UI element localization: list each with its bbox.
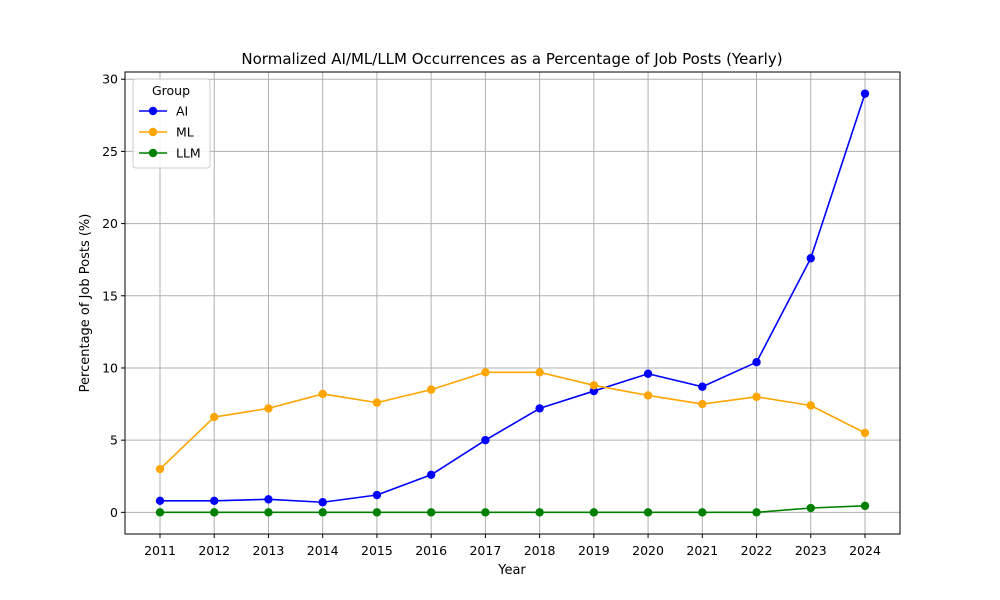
x-tick-label: 2013 xyxy=(253,543,285,558)
data-point-ml xyxy=(426,385,436,394)
series-ai xyxy=(155,89,870,507)
data-point-ai xyxy=(210,496,219,505)
x-tick-label: 2019 xyxy=(578,543,610,558)
grid xyxy=(125,72,900,534)
data-point-ai xyxy=(806,254,815,263)
data-point-ml xyxy=(372,398,382,407)
legend-marker-llm xyxy=(148,148,158,158)
series-line-llm xyxy=(160,505,866,514)
data-point-llm xyxy=(643,508,653,517)
x-tick-label: 2022 xyxy=(741,543,773,558)
data-point-ml xyxy=(535,368,544,377)
data-point-ml xyxy=(318,389,327,399)
data-point-ml xyxy=(210,412,219,422)
data-point-llm xyxy=(860,501,870,511)
x-tick-label: 2012 xyxy=(198,543,230,558)
y-tick-label: 20 xyxy=(102,216,118,231)
legend-label-llm: LLM xyxy=(176,146,201,161)
x-tick-label: 2017 xyxy=(469,543,501,558)
data-point-llm xyxy=(535,508,544,517)
series-layer xyxy=(155,89,870,517)
data-point-ml xyxy=(698,399,707,409)
data-point-ml xyxy=(155,464,165,474)
y-tick-label: 5 xyxy=(110,433,118,448)
data-point-llm xyxy=(318,508,327,517)
data-point-ai xyxy=(643,369,653,378)
data-point-llm xyxy=(806,503,815,513)
y-tick-label: 25 xyxy=(102,144,118,159)
legend-item-ai: AI xyxy=(139,104,188,119)
chart-title: Normalized AI/ML/LLM Occurrences as a Pe… xyxy=(241,50,782,68)
series-line-ai xyxy=(160,93,866,504)
series-llm xyxy=(155,501,870,517)
data-point-llm xyxy=(264,508,273,517)
y-tick-label: 15 xyxy=(102,288,118,303)
legend-box xyxy=(132,78,211,169)
data-point-ml xyxy=(752,392,761,402)
legend-item-llm: LLM xyxy=(139,146,201,161)
y-axis-label: Percentage of Job Posts (%) xyxy=(78,214,93,393)
series-line-ml xyxy=(159,371,866,470)
plot-frame xyxy=(124,71,901,535)
x-tick-label: 2020 xyxy=(632,543,664,558)
y-tick-label: 10 xyxy=(102,360,118,375)
data-point-ai xyxy=(264,495,273,504)
data-point-ai xyxy=(426,470,436,480)
x-tick-label: 2014 xyxy=(307,543,339,558)
data-point-ai xyxy=(589,386,599,396)
y-axis: 0 5 10 15 20 25 30 xyxy=(102,72,125,520)
x-tick-label: 2011 xyxy=(144,543,176,558)
data-point-ml xyxy=(860,428,870,438)
data-point-ml xyxy=(589,381,599,390)
data-point-llm xyxy=(155,508,165,517)
data-point-llm xyxy=(752,508,761,517)
data-point-ai xyxy=(481,435,490,445)
y-tick-label: 30 xyxy=(102,72,118,87)
data-point-llm xyxy=(589,508,599,517)
legend-marker-ml xyxy=(148,127,158,137)
x-tick-label: 2023 xyxy=(795,543,827,558)
data-point-ai xyxy=(535,404,544,413)
y-tick-label: 0 xyxy=(110,505,118,520)
x-tick-label: 2021 xyxy=(686,543,718,558)
legend-marker-ai xyxy=(148,106,158,116)
legend-label-ml: ML xyxy=(176,125,194,140)
data-point-ai xyxy=(698,382,707,391)
data-point-ai xyxy=(860,89,870,98)
data-point-ml xyxy=(643,391,653,400)
x-tick-label: 2016 xyxy=(415,543,447,558)
data-point-llm xyxy=(426,508,436,517)
data-point-ml xyxy=(481,368,490,377)
x-axis: 2011 2012 2013 2014 2015 2016 2017 2018 2019 2020… xyxy=(144,534,881,558)
data-point-ml xyxy=(264,404,273,413)
data-point-llm xyxy=(481,508,490,517)
series-ml xyxy=(155,368,870,474)
legend: Group AI ML LLM xyxy=(132,78,211,169)
x-tick-label: 2015 xyxy=(361,543,393,558)
x-tick-label: 2018 xyxy=(524,543,556,558)
data-point-ai xyxy=(318,498,327,507)
data-point-ml xyxy=(806,401,815,410)
data-point-ai xyxy=(372,490,382,500)
x-tick-label: 2024 xyxy=(849,543,881,558)
legend-label-ai: AI xyxy=(176,104,188,119)
legend-item-ml: ML xyxy=(139,125,194,140)
data-point-ai xyxy=(752,357,761,367)
data-point-llm xyxy=(372,508,382,517)
data-point-ai xyxy=(155,496,165,505)
data-point-llm xyxy=(698,508,707,517)
legend-title: Group xyxy=(152,83,190,98)
x-axis-label: Year xyxy=(497,563,526,578)
data-point-llm xyxy=(210,508,219,517)
